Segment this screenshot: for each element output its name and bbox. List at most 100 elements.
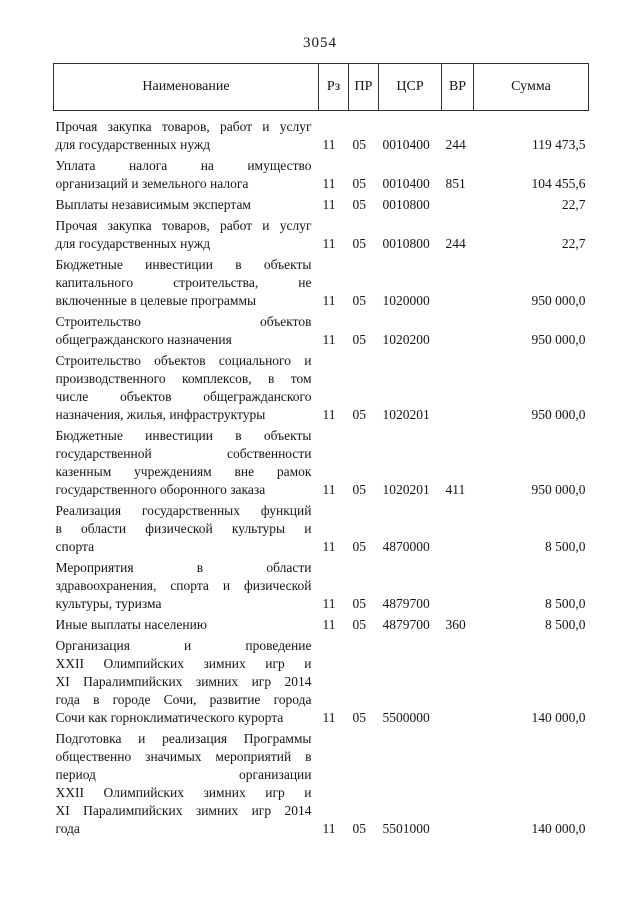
cell-summa: 950 000,0 <box>531 482 586 497</box>
name-line: включенные в целевые программы <box>55 293 257 308</box>
cell-summa: 119 473,5 <box>532 137 586 152</box>
cell-pr: 05 <box>352 293 367 308</box>
name-line: казенным учреждениям вне рамок <box>55 464 312 479</box>
header-vr: ВР <box>441 63 474 111</box>
name-line: Подготовка и реализация Программы <box>55 731 312 746</box>
cell-rz: 11 <box>322 617 336 632</box>
name-line: Строительство объектов <box>55 314 312 329</box>
name-line: Иные выплаты населению <box>55 617 207 632</box>
cell-summa: 950 000,0 <box>531 407 586 422</box>
cell-vr <box>442 193 474 214</box>
cell-pr: 05 <box>352 236 367 251</box>
name-line: XXII Олимпийских зимних игр и <box>55 785 312 800</box>
cell-name: Подготовка и реализация Программы обществ… <box>54 727 319 838</box>
cell-vr: 244 <box>445 137 466 152</box>
cell-name: Иные выплаты населению <box>54 613 319 634</box>
cell-rz: 11 <box>322 596 336 611</box>
cell-pr: 05 <box>352 482 367 497</box>
cell-vr <box>442 310 474 349</box>
table-row: Организация и проведение XXII Олимпийских… <box>54 634 589 727</box>
name-line: организаций и земельного налога <box>55 176 249 191</box>
name-line: XXII Олимпийских зимних игр и <box>55 656 312 671</box>
cell-vr: 360 <box>445 617 466 632</box>
name-line: Строительство объектов социального и <box>55 353 312 368</box>
cell-pr: 05 <box>352 332 367 347</box>
cell-vr: 851 <box>445 176 466 191</box>
name-line: XI Паралимпийских зимних игр 2014 <box>55 674 312 689</box>
header-name: Наименование <box>53 63 319 111</box>
cell-summa: 8 500,0 <box>545 596 586 611</box>
name-line: государственного оборонного заказа <box>55 482 266 497</box>
cell-pr: 05 <box>352 137 367 152</box>
cell-rz: 11 <box>322 821 336 836</box>
name-line: Реализация государственных функций <box>55 503 312 518</box>
cell-pr: 05 <box>352 596 367 611</box>
cell-csr: 4879700 <box>382 596 430 611</box>
cell-summa: 22,7 <box>561 236 586 251</box>
name-line: производственного комплексов, в том <box>55 371 312 386</box>
cell-summa: 22,7 <box>561 197 586 212</box>
cell-vr <box>442 727 474 838</box>
table-row: Иные выплаты населению 11 05 4879700 360… <box>54 613 589 634</box>
table-row: Подготовка и реализация Программы обществ… <box>54 727 589 838</box>
cell-csr: 4870000 <box>382 539 430 554</box>
cell-csr: 1020200 <box>382 332 430 347</box>
name-line: для государственных нужд <box>55 137 211 152</box>
cell-csr: 0010800 <box>382 236 430 251</box>
table-row: Бюджетные инвестиции в объекты капитально… <box>54 253 589 310</box>
cell-name: Прочая закупка товаров, работ и услуг для… <box>54 214 319 253</box>
cell-vr <box>442 556 474 613</box>
name-line: назначения, жилья, инфраструктуры <box>55 407 266 422</box>
table-body: Прочая закупка товаров, работ и услуг для… <box>54 111 589 839</box>
name-line: XI Паралимпийских зимних игр 2014 <box>55 803 312 818</box>
cell-summa: 8 500,0 <box>545 539 586 554</box>
cell-name: Уплата налога на имущество организаций и … <box>54 154 319 193</box>
cell-csr: 0010400 <box>382 176 430 191</box>
name-line: капитального строительства, не <box>55 275 312 290</box>
cell-name: Реализация государственных функций в обла… <box>54 499 319 556</box>
cell-summa: 950 000,0 <box>531 332 586 347</box>
cell-pr: 05 <box>352 821 367 836</box>
cell-rz: 11 <box>322 137 336 152</box>
name-line: в области физической культуры и <box>55 521 312 536</box>
cell-pr: 05 <box>352 407 367 422</box>
table-row: Строительство объектов общегражданского н… <box>54 310 589 349</box>
cell-csr: 0010400 <box>382 137 430 152</box>
table-row: Реализация государственных функций в обла… <box>54 499 589 556</box>
cell-name: Бюджетные инвестиции в объекты государств… <box>54 424 319 499</box>
name-line: для государственных нужд <box>55 236 211 251</box>
cell-vr: 244 <box>445 236 466 251</box>
table-row: Мероприятия в области здравоохранения, сп… <box>54 556 589 613</box>
table-row: Бюджетные инвестиции в объекты государств… <box>54 424 589 499</box>
name-line: государственной собственности <box>55 446 312 461</box>
name-line: общегражданского назначения <box>55 332 232 347</box>
cell-rz: 11 <box>322 236 336 251</box>
header-csr: ЦСР <box>378 63 442 111</box>
cell-csr: 1020000 <box>382 293 430 308</box>
header-summa: Сумма <box>473 63 589 111</box>
cell-csr: 1020201 <box>382 407 430 422</box>
name-line: Прочая закупка товаров, работ и услуг <box>55 218 312 233</box>
name-line: период организации <box>55 767 312 782</box>
header-rz: Рз <box>318 63 349 111</box>
table-row: Строительство объектов социального и прои… <box>54 349 589 424</box>
name-line: Сочи как горноклиматического курорта <box>55 710 284 725</box>
name-line: общественно значимых мероприятий в <box>55 749 312 764</box>
cell-pr: 05 <box>352 617 367 632</box>
cell-pr: 05 <box>352 176 367 191</box>
cell-csr: 5500000 <box>382 710 430 725</box>
cell-rz: 11 <box>322 710 336 725</box>
name-line: Уплата налога на имущество <box>55 158 312 173</box>
name-line: года в городе Сочи, развитие города <box>55 692 312 707</box>
cell-summa: 140 000,0 <box>531 821 586 836</box>
cell-csr: 4879700 <box>382 617 430 632</box>
cell-rz: 11 <box>322 293 336 308</box>
name-line: спорта <box>55 539 95 554</box>
cell-csr: 0010800 <box>382 197 430 212</box>
header-pr: ПР <box>348 63 379 111</box>
page-number: 3054 <box>303 35 337 51</box>
cell-name: Строительство объектов общегражданского н… <box>54 310 319 349</box>
name-line: Бюджетные инвестиции в объекты <box>55 428 312 443</box>
cell-name: Бюджетные инвестиции в объекты капитально… <box>54 253 319 310</box>
